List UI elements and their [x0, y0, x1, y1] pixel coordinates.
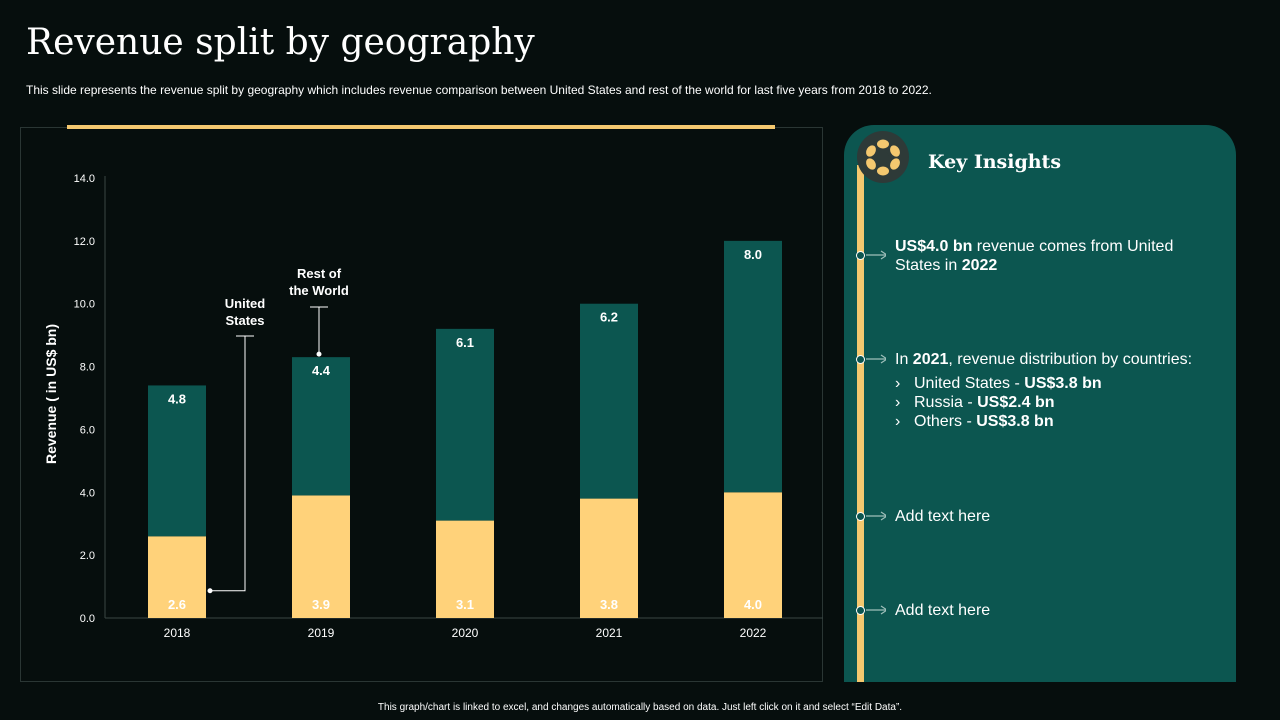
bar-rest-of-world-2018: [148, 385, 206, 537]
gear-icon: [866, 139, 900, 176]
data-label-united-states: 3.8: [600, 597, 618, 612]
data-label-rest-of-world: 6.1: [456, 335, 474, 350]
insight-segment: revenue comes from United States in: [895, 238, 1174, 274]
y-tick-label: 8.0: [80, 362, 95, 374]
y-tick-label: 6.0: [80, 424, 95, 436]
timeline-dot: [856, 606, 865, 615]
x-tick-label: 2020: [452, 626, 479, 640]
callout-label-united-states: United: [225, 296, 266, 311]
insight-segment: Add text here: [895, 602, 991, 619]
data-label-united-states: 3.1: [456, 597, 474, 612]
x-tick-label: 2022: [740, 626, 767, 640]
page-subtitle: This slide represents the revenue split …: [26, 83, 932, 97]
y-tick-label: 10.0: [74, 299, 95, 311]
data-label-rest-of-world: 4.4: [312, 363, 331, 378]
y-tick-label: 4.0: [80, 487, 95, 499]
data-label-rest-of-world: 6.2: [600, 310, 618, 325]
y-tick-label: 14.0: [74, 173, 95, 185]
timeline-dot: [856, 512, 865, 521]
arrow-right-icon: [866, 605, 886, 615]
sub-item-value: US$2.4 bn: [977, 394, 1055, 411]
callout-dot-united-states: [207, 588, 213, 594]
key-insights-panel: [844, 125, 1236, 682]
bar-united-states-2020: [436, 520, 494, 618]
sub-item-label: Others -: [914, 413, 977, 430]
insight-segment: In: [895, 351, 913, 368]
sub-item-label: Russia -: [914, 394, 978, 411]
insight-text: Add text here: [895, 601, 1215, 620]
data-label-rest-of-world: 4.8: [168, 391, 186, 406]
callout-dot-rest-of-world: [316, 351, 322, 357]
sub-item-value: US$3.8 bn: [976, 413, 1054, 430]
timeline-line: [857, 165, 864, 682]
callout-label-rest-of-world: Rest of: [297, 266, 342, 281]
data-label-rest-of-world: 8.0: [744, 247, 762, 262]
insight-text: US$4.0 bn revenue comes from United Stat…: [895, 237, 1215, 275]
bar-rest-of-world-2019: [292, 357, 350, 496]
callout-label-united-states: States: [225, 313, 264, 328]
y-tick-label: 12.0: [74, 236, 95, 248]
y-tick-label: 2.0: [80, 550, 95, 562]
timeline-dot: [856, 355, 865, 364]
y-axis-label: Revenue ( in US$ bn): [43, 324, 59, 464]
y-tick-label: 0.0: [80, 613, 95, 625]
insight-highlight: 2021: [912, 351, 949, 368]
bar-rest-of-world-2021: [580, 303, 638, 499]
accent-bar: [67, 125, 775, 129]
bar-united-states-2018: [148, 536, 206, 618]
data-label-united-states: 3.9: [312, 597, 330, 612]
insights-title: Key Insights: [928, 151, 1062, 173]
callout-label-rest-of-world: the World: [289, 283, 349, 298]
x-tick-label: 2019: [308, 626, 335, 640]
bar-rest-of-world-2022: [724, 240, 782, 493]
insight-sub-item: › Others - US$3.8 bn: [895, 412, 1215, 431]
insights-badge: [857, 131, 909, 183]
insight-text: Add text here: [895, 507, 1215, 526]
bar-united-states-2019: [292, 495, 350, 618]
sub-item-label: United States -: [914, 375, 1025, 392]
insight-text: In 2021, revenue distribution by countri…: [895, 350, 1215, 431]
arrow-right-icon: [866, 511, 886, 521]
chevron-right-icon: ›: [895, 375, 901, 392]
insight-sub-item: › United States - US$3.8 bn: [895, 374, 1215, 393]
insight-segment: Add text here: [895, 508, 991, 525]
insight-highlight: US$4.0 bn: [895, 238, 973, 255]
x-tick-label: 2018: [164, 626, 191, 640]
page-title: Revenue split by geography: [26, 22, 535, 63]
bar-rest-of-world-2020: [436, 328, 494, 521]
arrow-right-icon: [866, 250, 886, 260]
bar-united-states-2021: [580, 498, 638, 618]
revenue-chart: 0.0 2.0 4.0 6.0 8.0 10.0 12.0 14.0 Revenue ( in …: [43, 173, 823, 640]
insight-sub-item: › Russia - US$2.4 bn: [895, 393, 1215, 412]
insight-segment: , revenue distribution by countries:: [948, 351, 1193, 368]
data-label-united-states: 4.0: [744, 597, 762, 612]
bar-united-states-2022: [724, 492, 782, 618]
timeline-dot: [856, 251, 865, 260]
x-tick-label: 2021: [596, 626, 623, 640]
sub-item-value: US$3.8 bn: [1024, 375, 1102, 392]
data-label-united-states: 2.6: [168, 597, 186, 612]
chevron-right-icon: ›: [895, 413, 901, 430]
insight-highlight: 2022: [961, 257, 998, 274]
footer-note: This graph/chart is linked to excel, and…: [377, 702, 903, 713]
callout-line-united-states: [210, 336, 246, 592]
arrow-right-icon: [866, 354, 886, 364]
chevron-right-icon: ›: [895, 394, 901, 411]
